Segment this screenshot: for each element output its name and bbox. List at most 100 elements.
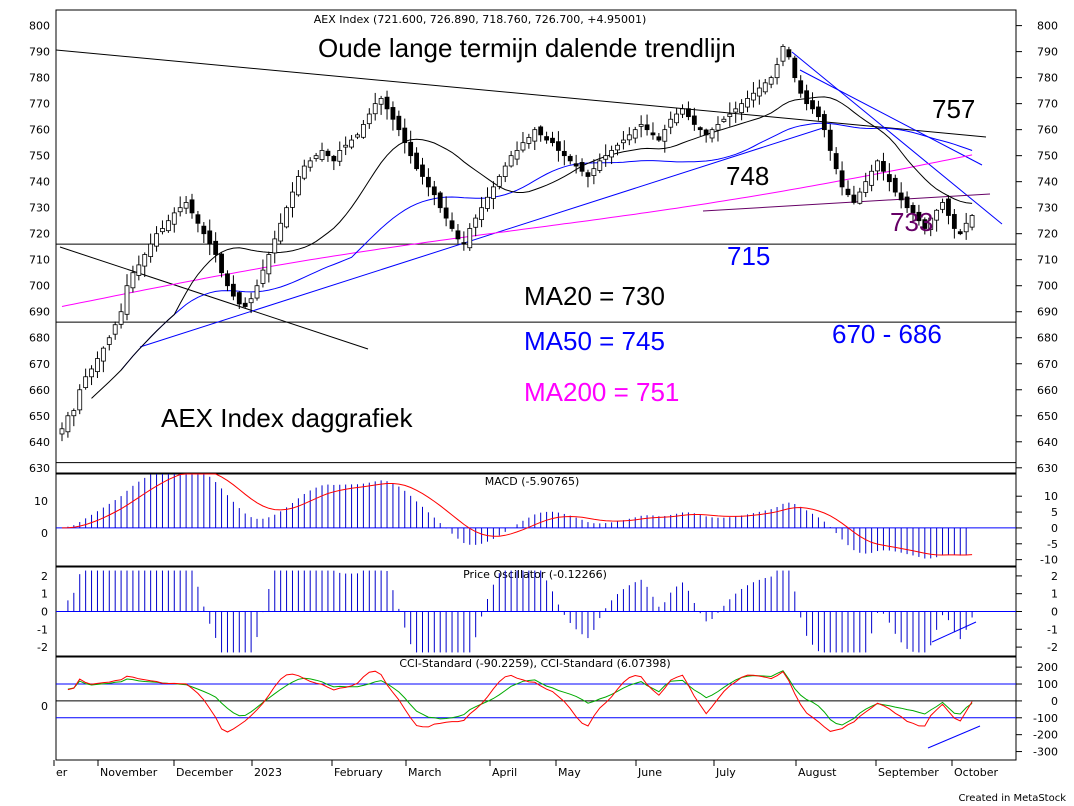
price-left-tick-label-15: 780	[29, 72, 50, 85]
price-tick-label-4: 670	[1037, 358, 1058, 371]
candle-body-140	[886, 174, 892, 183]
candle-body-127	[810, 100, 815, 110]
candle-body-126	[804, 90, 810, 105]
x-tick-label-3: 2023	[254, 766, 282, 779]
candle-body-98	[638, 124, 644, 127]
candle-body-38	[284, 207, 289, 228]
osc-tick-label-2: 0	[1051, 606, 1058, 619]
price-tick-label-12: 750	[1037, 150, 1058, 163]
candle-body-15	[148, 243, 154, 257]
annotation-733: 733	[890, 207, 933, 237]
candle-body-124	[792, 57, 798, 79]
candle-body-86	[567, 155, 573, 162]
candle-body-135	[857, 191, 863, 204]
candle-body-72	[485, 196, 490, 209]
candle-body-92	[603, 155, 609, 160]
candle-body-52	[366, 113, 372, 125]
cci-red-line	[67, 670, 973, 733]
candle-body-25	[207, 230, 213, 245]
osc-left-label-0: 2	[41, 570, 48, 583]
candle-body-100	[650, 132, 656, 136]
cci-tick-label-0: -300	[1033, 746, 1058, 759]
x-tick-label-12: October	[954, 766, 998, 779]
candle-body-66	[449, 220, 455, 229]
candle-body-12	[130, 272, 136, 289]
cci-tick-label-3: 0	[1051, 695, 1058, 708]
price-tick-label-11: 740	[1037, 176, 1058, 189]
price-tick-label-15: 780	[1037, 72, 1058, 85]
candle-body-96	[626, 134, 632, 141]
candle-body-59	[408, 141, 414, 157]
ma200-line	[61, 154, 973, 307]
cci-tick-label-2: -100	[1033, 712, 1058, 725]
candle-body-31	[242, 302, 248, 307]
candle-body-77	[514, 150, 520, 160]
candle-body-80	[532, 129, 538, 142]
price-tick-label-0: 630	[1037, 462, 1058, 475]
ma20-line	[91, 96, 973, 399]
cci-tick-label-5: 200	[1037, 661, 1058, 674]
candle-body-131	[833, 153, 839, 170]
candle-body-33	[254, 285, 260, 299]
cci-tick-label-1: -200	[1033, 729, 1058, 742]
price-left-tick-label-4: 670	[29, 358, 50, 371]
price-tick-label-3: 660	[1037, 384, 1058, 397]
candle-body-70	[473, 217, 479, 228]
macd-tick-label-1: -5	[1047, 538, 1058, 551]
candle-body-6	[95, 358, 100, 373]
price-left-tick-label-1: 640	[29, 436, 50, 449]
candle-body-101	[656, 136, 662, 141]
candle-body-116	[745, 98, 750, 108]
candle-body-88	[579, 162, 585, 172]
candle-body-93	[609, 150, 614, 158]
price-left-tick-label-16: 790	[29, 46, 50, 59]
candle-body-54	[378, 98, 384, 105]
candle-body-46	[331, 155, 337, 162]
candle-body-10	[118, 311, 124, 325]
candle-body-138	[875, 160, 880, 172]
candle-body-3	[77, 389, 83, 411]
x-tick-label-2: December	[176, 766, 234, 779]
candle-body-23	[195, 214, 201, 224]
candle-body-115	[739, 103, 745, 113]
candle-body-19	[171, 212, 177, 225]
x-tick-label-5: March	[408, 766, 442, 779]
x-tick-label-8: June	[637, 766, 662, 779]
price-left-tick-label-17: 800	[29, 20, 50, 33]
price-left-tick-label-11: 740	[29, 176, 50, 189]
candle-body-24	[201, 225, 207, 235]
price-panel-title: AEX Index (721.600, 726.890, 718.760, 72…	[314, 13, 647, 26]
candle-body-37	[278, 222, 284, 242]
oscillator-axis: -2 -1 0 1 2 2 1 0 -1 -2	[37, 570, 1058, 654]
x-tick-label-4: February	[334, 766, 383, 779]
cci-divergence-line	[927, 725, 981, 749]
candle-body-60	[414, 152, 419, 170]
candle-body-112	[721, 118, 727, 122]
long-term-downtrend-line	[55, 49, 987, 138]
candle-body-74	[496, 176, 502, 187]
candle-body-76	[508, 155, 514, 167]
candle-body-154	[969, 215, 975, 228]
macd-signal-line	[61, 473, 973, 556]
candle-body-32	[248, 298, 254, 304]
footer-credit: Created in MetaStock	[958, 793, 1066, 804]
price-tick-label-1: 640	[1037, 436, 1058, 449]
candle-body-50	[355, 134, 360, 138]
candle-body-99	[644, 124, 650, 131]
annotation-ma20: MA20 = 730	[524, 281, 665, 311]
candle-body-67	[455, 230, 461, 240]
price-tick-label-5: 680	[1037, 332, 1058, 345]
macd-left-label-0: 10	[34, 495, 48, 508]
candle-body-21	[183, 202, 189, 209]
candle-body-64	[437, 192, 443, 209]
candle-body-82	[544, 136, 549, 141]
candle-body-78	[520, 142, 526, 151]
candle-body-14	[142, 254, 148, 267]
osc-tick-label-0: -2	[1047, 641, 1058, 654]
candle-body-121	[774, 64, 780, 79]
annotation-trend-title: Oude lange termijn dalende trendlijn	[318, 33, 736, 63]
candle-body-49	[349, 139, 354, 148]
price-left-tick-label-7: 700	[29, 280, 50, 293]
price-axis: 630 630 640 640 650 650 660 660 670 670 680 680 690 6…	[29, 20, 1058, 475]
osc-tick-label-3: 1	[1051, 588, 1058, 601]
